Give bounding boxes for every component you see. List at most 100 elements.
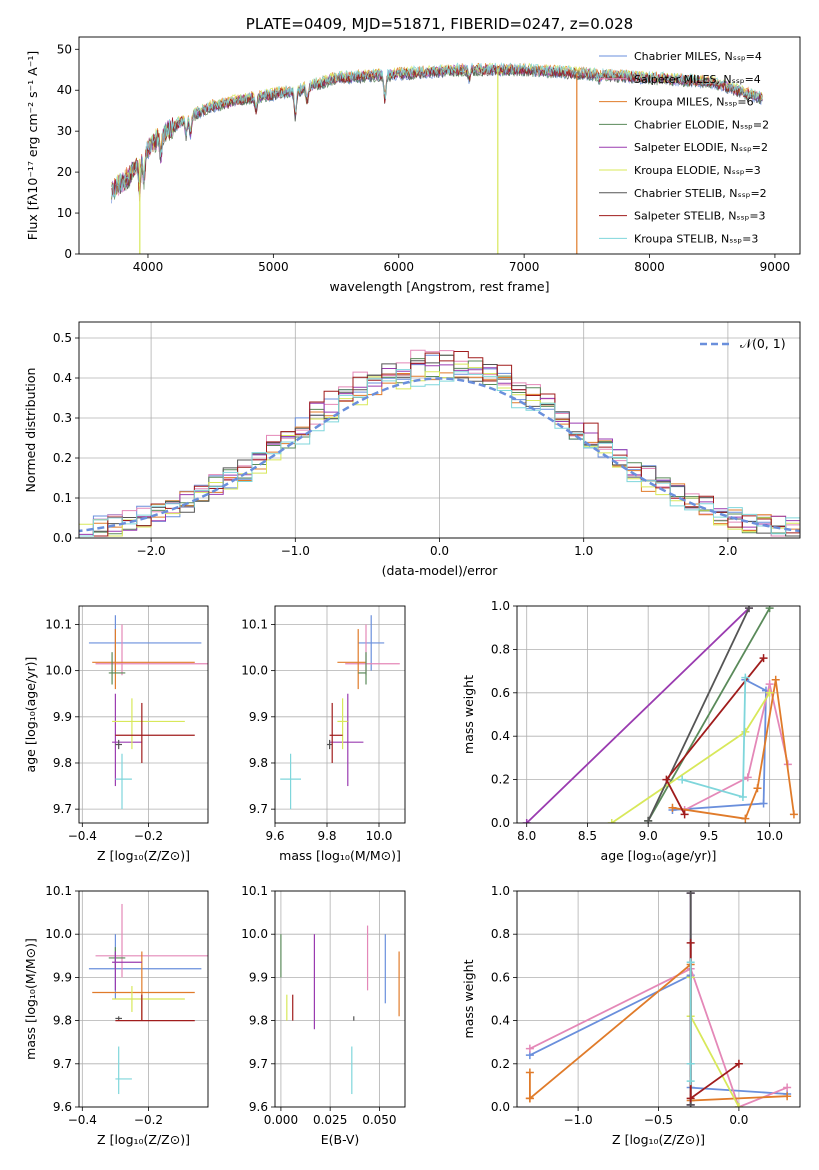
axes-frame xyxy=(78,321,801,539)
panel-mass-vs-Z: −0.4 −0.2 9.6 9.7 9.8 9.9 10.0 10.1 Z [log₁₀(Z/Z… xyxy=(23,884,209,1147)
errorbar-point xyxy=(329,693,364,787)
errorbar-point xyxy=(115,739,122,750)
plus-marker xyxy=(759,799,768,808)
axes-frame xyxy=(274,605,406,824)
plus-marker xyxy=(738,792,747,801)
y-tick-label: 10.1 xyxy=(45,884,72,898)
plus-marker xyxy=(607,819,616,823)
y-tick-label: 30 xyxy=(57,124,72,138)
y-tick-label: 0.2 xyxy=(491,773,510,787)
y-axis-label: mass weight xyxy=(461,959,476,1038)
errorbar-point xyxy=(337,629,366,690)
plus-marker xyxy=(765,680,774,689)
errorbar-point xyxy=(358,615,385,671)
panel-mass-weight-vs-age: 8.0 8.5 9.0 9.5 10.0 0.0 0.2 0.4 0.6 0.8 1.0 age [l… xyxy=(461,599,801,863)
panel-mass-weight-vs-Z: −1.0 −0.5 0.0 0.0 0.2 0.4 0.6 0.8 1.0 Z [log₁₀(Z/… xyxy=(461,884,801,1147)
x-tick-label: 9.6 xyxy=(265,829,284,843)
errorbar-point xyxy=(88,934,202,999)
y-tick-label: 10.0 xyxy=(45,927,72,941)
errorbar-point xyxy=(95,903,208,978)
y-tick-label: 0.2 xyxy=(491,1057,510,1071)
x-tick-label: 0.050 xyxy=(362,1113,396,1127)
errorbar-point xyxy=(115,1046,132,1095)
legend-label: Kroupa ELODIE, Nₛₛₚ=3 xyxy=(634,164,761,177)
legend-label: 𝒩(0, 1) xyxy=(740,336,786,351)
y-tick-label: 9.7 xyxy=(53,1057,72,1071)
plot-area xyxy=(280,615,400,810)
plot-area xyxy=(88,615,208,810)
y-axis-label: mass weight xyxy=(461,675,476,754)
y-tick-label: 0.2 xyxy=(53,451,72,465)
errorbar-point xyxy=(329,702,343,763)
x-axis-label: (data-model)/error xyxy=(382,563,499,578)
y-tick-label: 9.9 xyxy=(53,970,72,984)
y-tick-label: 0.4 xyxy=(491,729,510,743)
errorbar-point xyxy=(337,698,348,750)
x-tick-label: −2.0 xyxy=(137,544,166,558)
errorbar-point xyxy=(115,753,132,810)
errorbar-point xyxy=(112,951,142,991)
legend-label: Chabrier MILES, Nₛₛₚ=4 xyxy=(634,50,762,63)
plot-area xyxy=(88,903,208,1095)
y-tick-label: 9.6 xyxy=(53,1100,72,1114)
y-tick-label: 0.0 xyxy=(491,1100,510,1114)
y-tick-label: 9.7 xyxy=(249,802,268,816)
axes-frame xyxy=(516,605,801,824)
y-tick-label: 0.8 xyxy=(491,927,510,941)
y-axis-label: mass [log₁₀(M/M⊙)] xyxy=(23,938,38,1060)
y-tick-label: 1.0 xyxy=(491,599,510,613)
legend-label: Salpeter STELIB, Nₛₛₚ=3 xyxy=(634,210,766,223)
x-tick-label: −1.0 xyxy=(564,1113,593,1127)
y-tick-label: 9.9 xyxy=(249,970,268,984)
plus-marker xyxy=(662,775,671,784)
y-tick-label: 9.7 xyxy=(249,1057,268,1071)
y-tick-label: 20 xyxy=(57,165,72,179)
y-tick-label: 9.9 xyxy=(249,710,268,724)
y-tick-label: 0.8 xyxy=(491,642,510,656)
weight-line xyxy=(529,962,788,1102)
plus-marker xyxy=(525,1044,534,1053)
x-axis-label: Z [log₁₀(Z/Z⊙)] xyxy=(97,848,190,863)
plus-marker xyxy=(744,606,753,613)
chart-title: PLATE=0409, MJD=51871, FIBERID=0247, z=0… xyxy=(246,15,633,33)
y-axis-label: Flux [fλ10⁻¹⁷ erg cm⁻² s⁻¹ A⁻¹] xyxy=(25,51,40,240)
plus-marker xyxy=(678,775,687,784)
plus-marker xyxy=(753,784,762,793)
errorbar-point xyxy=(280,753,301,810)
plus-marker xyxy=(783,1092,792,1101)
errorbar-point xyxy=(108,947,126,969)
panel-mass-vs-ebv: 0.000 0.025 0.050 9.6 9.7 9.8 9.9 10.0 10.1 E(B-V… xyxy=(241,884,406,1147)
legend-label: Chabrier STELIB, Nₛₛₚ=2 xyxy=(634,187,767,200)
plus-marker xyxy=(734,1103,743,1107)
y-tick-label: 9.7 xyxy=(53,802,72,816)
x-axis-label: E(B-V) xyxy=(321,1132,360,1147)
panel-age-vs-mass: 9.6 9.8 10.0 9.7 9.8 9.9 10.0 10.1 mass [log₁₀(M… xyxy=(241,605,406,863)
errorbar-point xyxy=(112,698,185,750)
plus-marker xyxy=(686,891,695,898)
y-tick-label: 40 xyxy=(57,83,72,97)
histogram-step xyxy=(79,354,800,537)
plus-marker xyxy=(686,1059,695,1068)
errorbar-point xyxy=(115,1016,122,1021)
x-tick-label: −0.2 xyxy=(134,1113,163,1127)
y-tick-label: 10.0 xyxy=(241,927,268,941)
x-tick-label: 0.025 xyxy=(313,1113,347,1127)
errorbar-point xyxy=(92,951,195,1021)
x-axis-label: Z [log₁₀(Z/Z⊙)] xyxy=(612,1132,705,1147)
x-axis-label: wavelength [Angstrom, rest frame] xyxy=(329,279,549,294)
y-tick-label: 0.1 xyxy=(53,491,72,505)
y-tick-label: 9.9 xyxy=(53,710,72,724)
y-tick-label: 9.6 xyxy=(249,1100,268,1114)
plus-marker xyxy=(525,1094,534,1103)
errorbar-point xyxy=(112,986,185,1012)
plot-area xyxy=(79,349,800,537)
legend: 𝒩(0, 1) xyxy=(700,336,786,351)
x-tick-label: 9.5 xyxy=(699,829,718,843)
plus-marker xyxy=(789,810,798,819)
y-tick-label: 0.6 xyxy=(491,686,510,700)
errorbar-point xyxy=(345,624,400,676)
plus-marker xyxy=(686,958,695,967)
spectrum-line xyxy=(111,62,763,198)
x-tick-label: 6000 xyxy=(383,260,414,274)
y-axis-label: age [log₁₀(age/yr)] xyxy=(23,657,38,773)
